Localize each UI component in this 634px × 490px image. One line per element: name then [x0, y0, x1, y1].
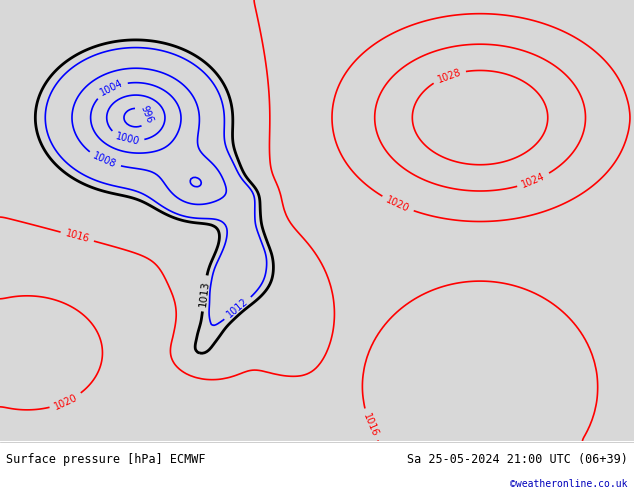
- Text: 1004: 1004: [98, 78, 124, 98]
- Text: 1000: 1000: [114, 131, 140, 147]
- Text: 1016: 1016: [361, 412, 380, 438]
- Text: 1024: 1024: [521, 172, 547, 190]
- Text: ©weatheronline.co.uk: ©weatheronline.co.uk: [510, 479, 628, 489]
- Text: 996: 996: [139, 104, 155, 125]
- Text: 1008: 1008: [91, 151, 118, 170]
- Text: 1012: 1012: [225, 296, 250, 320]
- Text: Surface pressure [hPa] ECMWF: Surface pressure [hPa] ECMWF: [6, 453, 206, 466]
- Text: 1016: 1016: [64, 228, 91, 245]
- Text: 1013: 1013: [198, 280, 211, 307]
- Text: 1020: 1020: [384, 195, 411, 214]
- Text: 1020: 1020: [53, 392, 79, 412]
- Text: 1028: 1028: [436, 67, 462, 85]
- Text: Sa 25-05-2024 21:00 UTC (06+39): Sa 25-05-2024 21:00 UTC (06+39): [407, 453, 628, 466]
